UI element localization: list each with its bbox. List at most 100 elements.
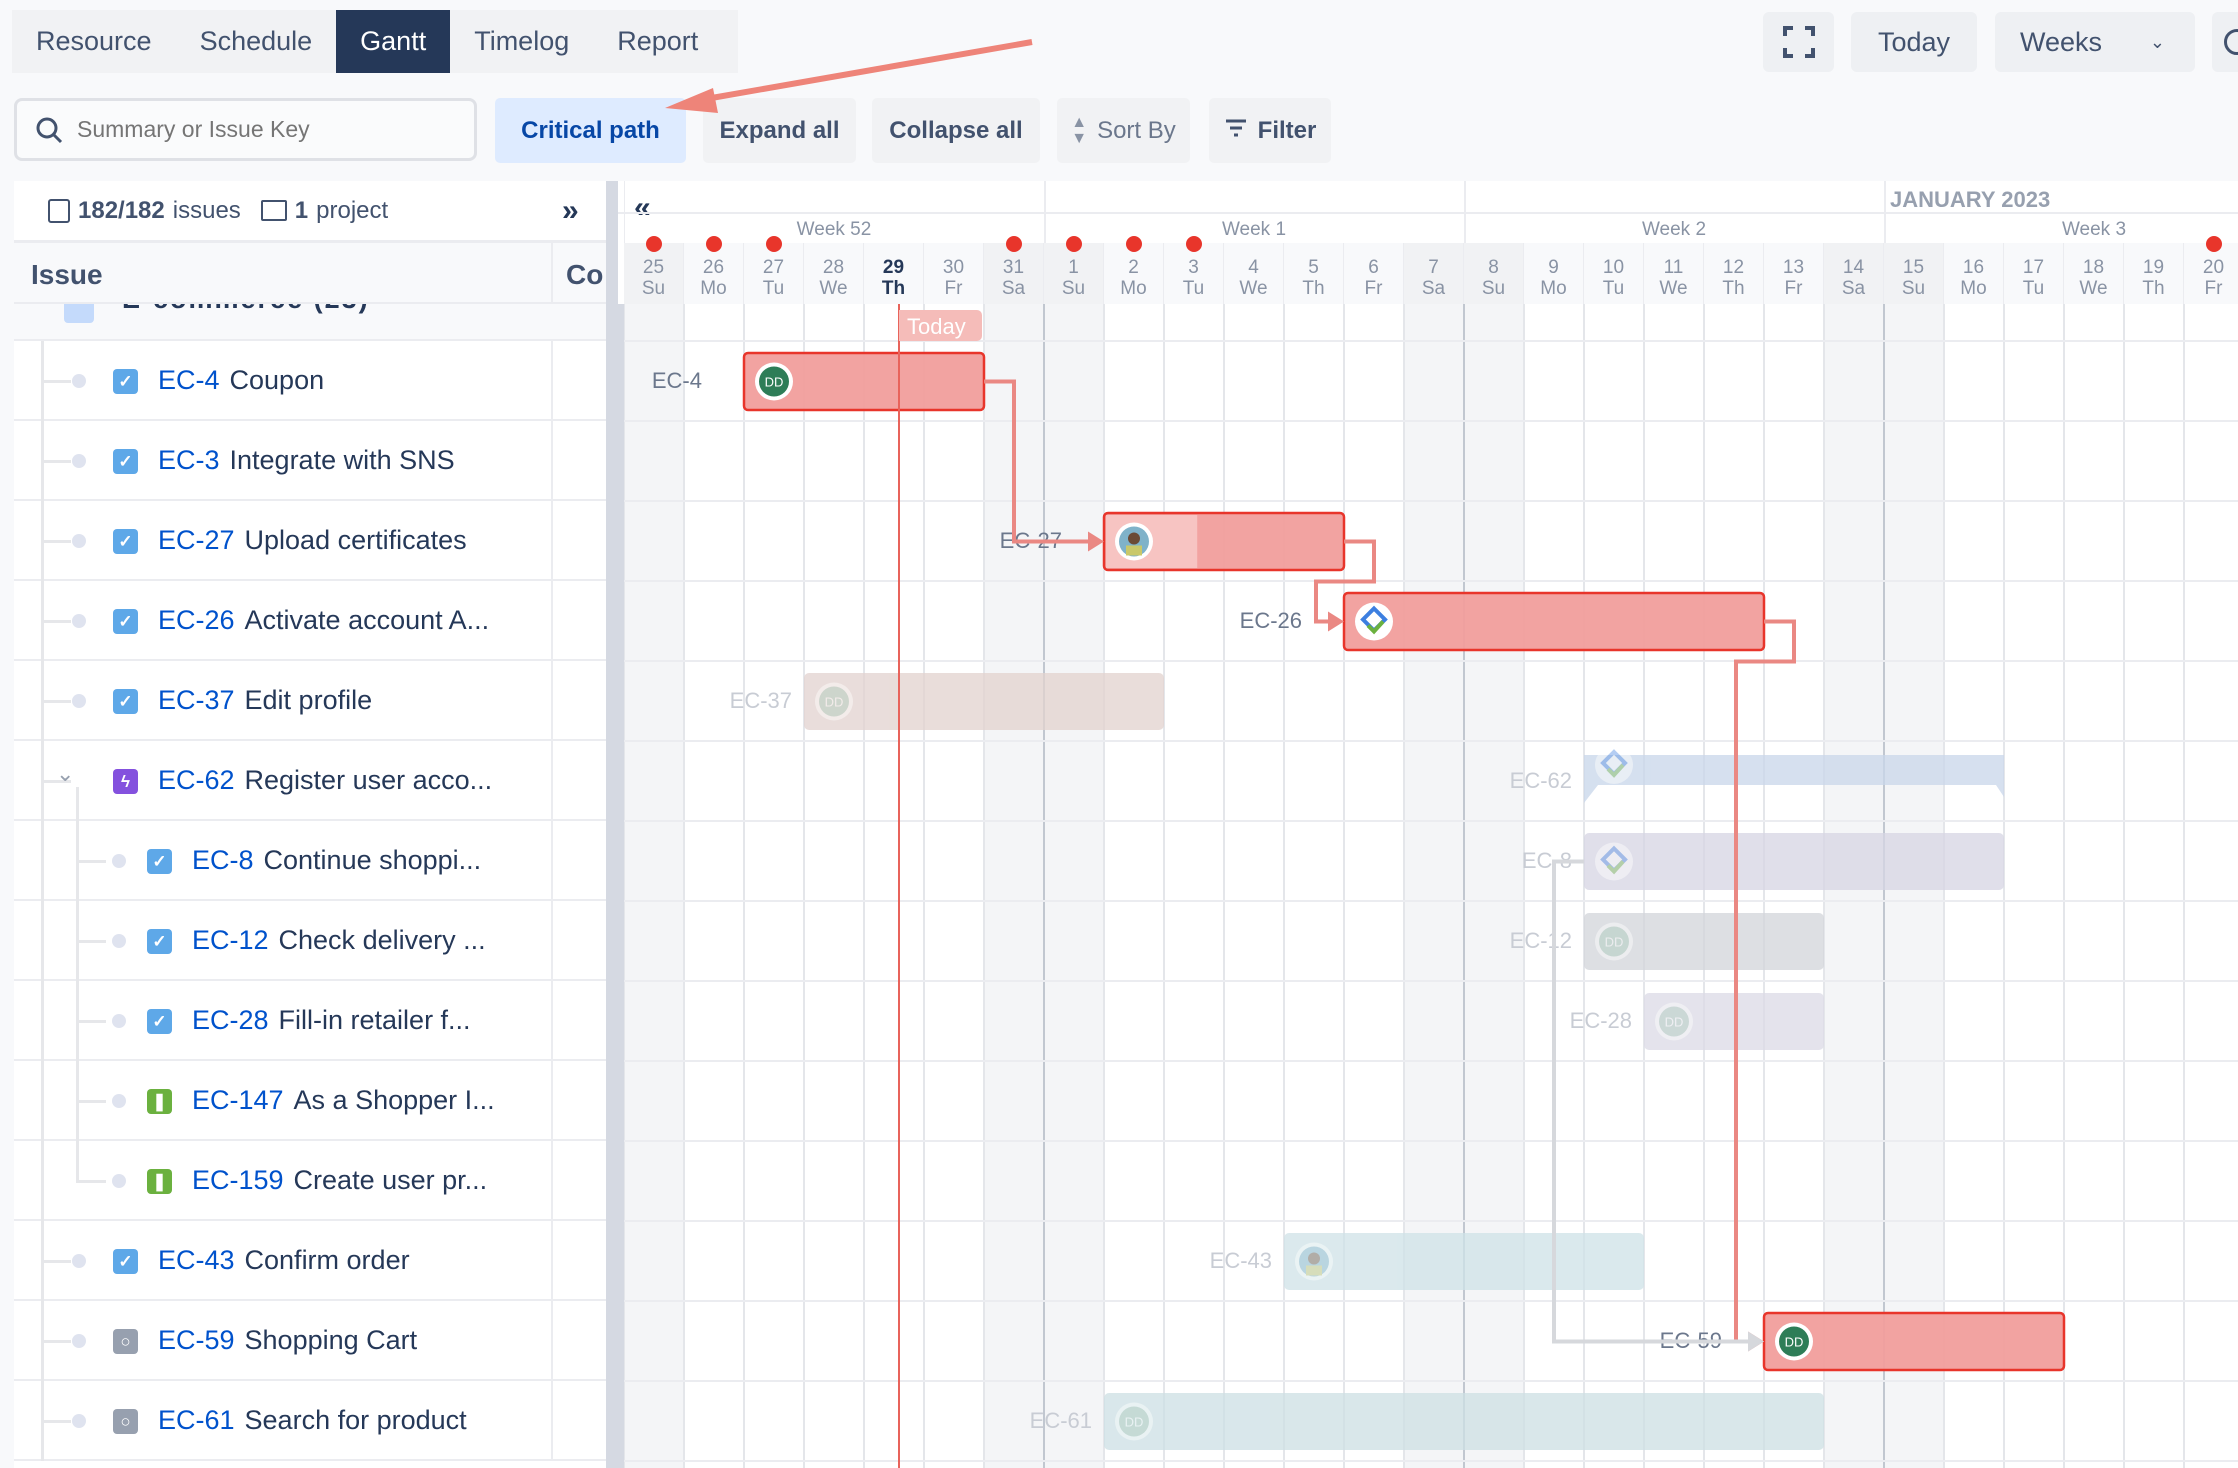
day-of-week: Fr	[1784, 278, 1803, 299]
issue-row[interactable]: ✓ EC-12 Check delivery ...	[14, 901, 606, 981]
task-type-icon: ✓	[113, 529, 138, 554]
day-column-header: 7 Sa	[1404, 243, 1464, 304]
issue-row[interactable]: ✓ EC-4 Coupon	[14, 341, 606, 421]
issue-key-link[interactable]: EC-59	[158, 1325, 235, 1355]
today-marker-label: Today	[907, 314, 966, 339]
search-input[interactable]	[77, 116, 457, 143]
issue-row[interactable]: ❚ EC-159 Create user pr...	[14, 1141, 606, 1221]
tree-node-dot	[72, 1254, 86, 1268]
issue-key-link[interactable]: EC-12	[192, 925, 269, 955]
issue-title: Activate account A...	[244, 605, 490, 635]
task-bar-ec-26[interactable]	[1342, 591, 1766, 652]
task-type-icon: ✓	[147, 929, 172, 954]
issue-key-link[interactable]: EC-43	[158, 1245, 235, 1275]
settings-button[interactable]	[2212, 12, 2238, 72]
issue-key-link[interactable]: EC-61	[158, 1405, 235, 1435]
issue-title: Create user pr...	[293, 1165, 488, 1195]
critical-path-button[interactable]: Critical path	[495, 98, 686, 163]
avatar: DD	[1115, 1402, 1153, 1441]
issue-key-link[interactable]: EC-147	[192, 1085, 284, 1115]
app-logo-icon	[1595, 842, 1633, 881]
svg-text:DD: DD	[1785, 1335, 1804, 1350]
issue-key-link[interactable]: EC-37	[158, 685, 235, 715]
day-number: 1	[1068, 257, 1079, 278]
day-column-header: 25 Su	[624, 243, 684, 304]
dependency-link[interactable]	[1552, 859, 1756, 1344]
tree-node-dot	[112, 854, 126, 868]
tab-report[interactable]: Report	[617, 26, 699, 56]
chevron-down-icon[interactable]: ⌄	[56, 761, 75, 786]
bar-label: EC-61	[1030, 1408, 1092, 1433]
day-of-week: Mo	[700, 278, 727, 299]
issue-row[interactable]: ⌄ ϟ EC-62 Register user acco...	[14, 741, 606, 821]
day-column-header: 30 Fr	[924, 243, 984, 304]
day-of-week: Sa	[1001, 278, 1026, 299]
panel-splitter[interactable]	[606, 181, 618, 1468]
day-column-header: 20 Fr	[2184, 243, 2238, 304]
group-row[interactable]: E-commerce (23)	[14, 304, 606, 341]
issue-row[interactable]: ○ EC-59 Shopping Cart	[14, 1301, 606, 1381]
app-logo-icon	[1595, 746, 1633, 784]
issue-key-link[interactable]: EC-26	[158, 605, 235, 635]
today-label: Today	[1877, 26, 1951, 57]
second-column-header[interactable]: Co	[566, 259, 604, 290]
svg-text:DD: DD	[1125, 1415, 1144, 1430]
avatar: DD	[1595, 922, 1633, 961]
search-field[interactable]	[14, 98, 477, 161]
day-of-week: Su	[641, 278, 666, 299]
day-column-header: 26 Mo	[684, 243, 744, 304]
issue-key-link[interactable]: EC-159	[192, 1165, 284, 1195]
issue-row[interactable]: ✓ EC-27 Upload certificates	[14, 501, 606, 581]
task-type-icon: ✓	[147, 849, 172, 874]
issue-key-link[interactable]: EC-27	[158, 525, 235, 555]
dependency-link[interactable]	[1314, 539, 1376, 624]
dependency-link[interactable]	[984, 379, 1096, 544]
today-button[interactable]: Today	[1851, 12, 1977, 72]
tab-schedule[interactable]: Schedule	[199, 26, 313, 56]
task-bar-ec-4[interactable]: DD	[742, 351, 986, 412]
issue-row[interactable]: ✓ EC-43 Confirm order	[14, 1221, 606, 1301]
issue-key-link[interactable]: EC-4	[158, 365, 220, 395]
task-bar-ec-43[interactable]	[1284, 1233, 1644, 1290]
task-bar-ec-61[interactable]: DD	[1104, 1393, 1824, 1450]
tab-timelog[interactable]: Timelog	[474, 26, 570, 56]
scale-select[interactable]: Weeks ⌄	[1995, 12, 2195, 72]
issue-row[interactable]: ✓ EC-8 Continue shoppi...	[14, 821, 606, 901]
expand-panel-icon[interactable]: »	[562, 193, 579, 227]
collapse-panel-icon[interactable]: «	[634, 191, 651, 224]
issue-key-link[interactable]: EC-62	[158, 765, 235, 795]
column-header: Issue Co	[14, 243, 606, 304]
issue-key-link[interactable]: EC-3	[158, 445, 220, 475]
issue-row[interactable]: ✓ EC-37 Edit profile	[14, 661, 606, 741]
expand-all-button[interactable]: Expand all	[703, 98, 856, 163]
issue-column-header[interactable]: Issue	[31, 259, 103, 290]
task-bar-ec-12[interactable]: DD	[1584, 913, 1824, 970]
arrow-head-icon	[1748, 1331, 1764, 1352]
day-column-header: 13 Fr	[1764, 243, 1824, 304]
issue-title: As a Shopper I...	[293, 1085, 495, 1115]
issue-row[interactable]: ✓ EC-3 Integrate with SNS	[14, 421, 606, 501]
column-divider[interactable]	[551, 243, 553, 304]
tab-resource[interactable]: Resource	[36, 26, 152, 56]
tab-gantt[interactable]: Gantt	[336, 10, 451, 73]
task-bar-ec-37[interactable]: DD	[804, 673, 1164, 730]
issue-row[interactable]: ✓ EC-26 Activate account A...	[14, 581, 606, 661]
day-of-week: Fr	[2204, 278, 2223, 299]
issue-key-link[interactable]: EC-28	[192, 1005, 269, 1035]
issue-row[interactable]: ✓ EC-28 Fill-in retailer f...	[14, 981, 606, 1061]
issue-row[interactable]: ○ EC-61 Search for product	[14, 1381, 606, 1461]
issue-row[interactable]: ❚ EC-147 As a Shopper I...	[14, 1061, 606, 1141]
task-bar-ec-59[interactable]: DD	[1762, 1311, 2066, 1372]
sort-by-button[interactable]: ▲ ▼ Sort By	[1057, 98, 1190, 163]
task-bar-ec-8[interactable]	[1584, 833, 2004, 890]
fullscreen-button[interactable]	[1763, 12, 1834, 72]
collapse-all-button[interactable]: Collapse all	[872, 98, 1040, 163]
filter-icon	[1224, 117, 1248, 145]
day-of-week: Tu	[1602, 278, 1625, 299]
task-bar-ec-62[interactable]	[1584, 746, 2004, 803]
day-of-week: Th	[1722, 278, 1745, 299]
issue-key-link[interactable]: EC-8	[192, 845, 254, 875]
filter-button[interactable]: Filter	[1209, 98, 1331, 163]
task-bar-ec-27[interactable]	[1102, 511, 1346, 572]
clock-icon	[2224, 29, 2238, 55]
